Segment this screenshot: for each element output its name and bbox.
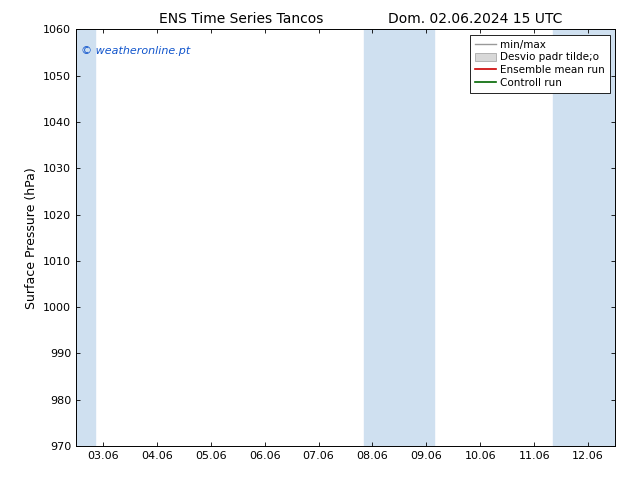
Y-axis label: Surface Pressure (hPa): Surface Pressure (hPa) [25,167,37,309]
Bar [365,29,434,446]
Bar [76,29,95,446]
Bar [553,29,615,446]
Legend: min/max, Desvio padr tilde;o, Ensemble mean run, Controll run: min/max, Desvio padr tilde;o, Ensemble m… [470,35,610,93]
Text: Dom. 02.06.2024 15 UTC: Dom. 02.06.2024 15 UTC [388,12,563,26]
Text: ENS Time Series Tancos: ENS Time Series Tancos [158,12,323,26]
Text: © weatheronline.pt: © weatheronline.pt [81,46,191,56]
